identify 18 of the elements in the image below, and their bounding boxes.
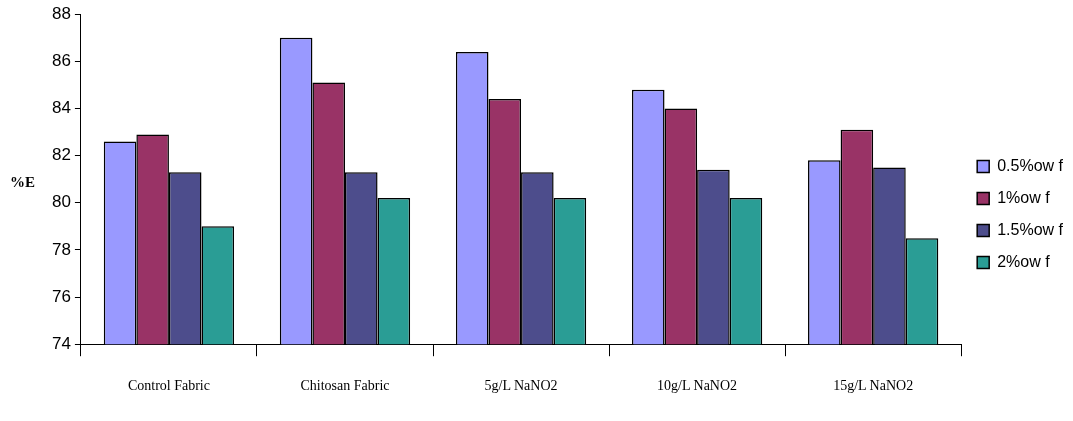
y-tick-label: 88 <box>51 3 71 23</box>
y-tick-label: 80 <box>51 192 71 212</box>
y-tick-label: 84 <box>51 98 71 118</box>
legend-label: 2%ow f <box>997 252 1051 270</box>
y-tick-label: 82 <box>51 145 71 165</box>
x-tick-label: Control Fabric <box>127 378 210 394</box>
legend-label: 1.5%ow f <box>997 220 1064 238</box>
x-tick-label: 10g/L NaNO2 <box>657 378 738 394</box>
y-axis-title: %E <box>10 174 36 191</box>
x-tick-label: Chitosan Fabric <box>300 378 390 394</box>
x-tick-label: 15g/L NaNO2 <box>833 378 914 394</box>
y-tick-label: 86 <box>51 51 71 71</box>
y-tick-label: 76 <box>51 286 71 306</box>
y-tick-label: 78 <box>51 239 71 259</box>
x-tick-label: 5g/L NaNO2 <box>484 378 558 394</box>
legend-label: 0.5%ow f <box>997 156 1064 174</box>
legend-label: 1%ow f <box>997 188 1051 206</box>
y-tick-label: 74 <box>51 333 71 353</box>
